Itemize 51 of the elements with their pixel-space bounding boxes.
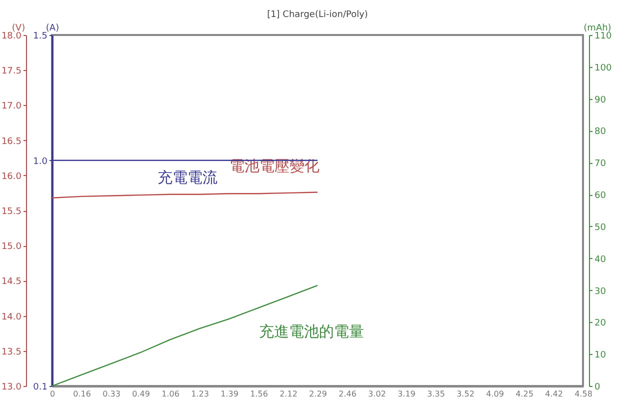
y-tick-label: 17.5: [1, 66, 22, 77]
x-tick-label: 0.49: [132, 390, 150, 398]
x-tick-label: 4.42: [545, 390, 563, 398]
x-tick-label: 1.06: [162, 390, 180, 398]
y3-tick-label: 100: [594, 63, 612, 74]
y-tick-label: 13.0: [1, 382, 22, 392]
chart-title: [1] Charge(Li-ion/Poly): [267, 10, 368, 20]
x-tick-label: 1.23: [191, 390, 209, 398]
y2-tick-label: 1.5: [33, 32, 48, 42]
y-tick-label: 15.5: [1, 207, 22, 217]
series-label: 充進電池的電量: [259, 322, 364, 340]
y3-tick-label: 20: [594, 318, 606, 329]
y-tick-label: 17.0: [1, 102, 22, 112]
y-tick-label: 16.0: [1, 172, 22, 182]
y-tick-label: 15.0: [1, 242, 22, 252]
y-tick-label: 14.0: [1, 312, 22, 322]
y3-tick-label: 10: [594, 350, 606, 361]
y3-tick-label: 60: [594, 191, 606, 202]
y-tick-label: 13.5: [1, 347, 22, 358]
x-tick-label: 3.02: [368, 390, 386, 398]
line-series: [51, 284, 318, 387]
x-tick-label: 3.52: [456, 390, 474, 398]
y3-tick-label: 30: [594, 286, 606, 297]
x-tick-label: 0.33: [102, 390, 120, 398]
x-tick-label: 3.19: [398, 390, 416, 398]
x-tick-label: 4.09: [486, 390, 504, 398]
y3-axis-title: (mAh): [584, 24, 612, 34]
x-tick-label: 0.16: [73, 390, 91, 398]
x-tick-label: 4.25: [516, 390, 534, 398]
x-tick-label: 2.29: [309, 390, 327, 398]
y3-tick-label: 90: [594, 95, 606, 106]
y-axis-title: (V): [12, 24, 26, 34]
x-tick-label: 3.35: [427, 390, 445, 398]
y-tick-label: 14.5: [1, 277, 22, 288]
x-tick-label: 0: [50, 390, 56, 398]
y2-tick-label: 1.0: [33, 156, 48, 167]
x-tick-label: 1.39: [220, 390, 238, 398]
y3-tick-label: 70: [594, 159, 606, 170]
x-tick-label: 1.56: [250, 390, 268, 398]
x-tick-label: 2.12: [280, 390, 298, 398]
y2-axis-title: (A): [46, 24, 60, 34]
y-tick-label: 18.0: [1, 32, 22, 42]
y3-tick-label: 40: [594, 254, 606, 265]
y3-tick-label: 80: [594, 127, 606, 138]
series-label: 充電電流: [158, 168, 218, 186]
y-tick-label: 16.5: [1, 136, 22, 147]
x-tick-label: 2.46: [338, 390, 356, 398]
y3-tick-label: 110: [594, 32, 612, 42]
x-tick-label: 4.58: [574, 390, 592, 398]
y3-tick-label: 50: [594, 222, 606, 233]
y2-tick-label: 0.1: [33, 382, 48, 392]
